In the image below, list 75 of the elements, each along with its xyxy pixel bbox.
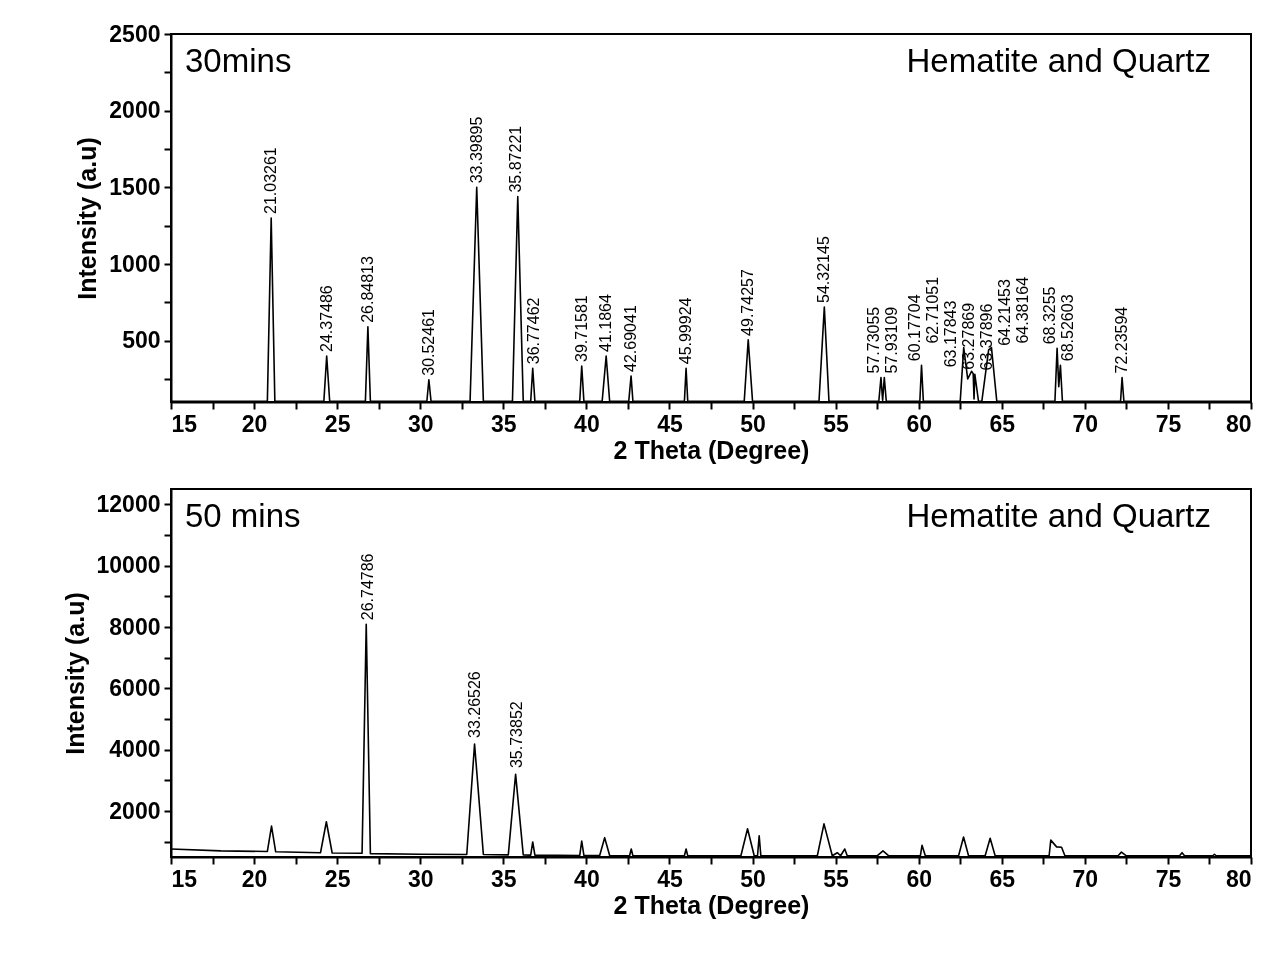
annotation: Hematite and Quartz [906,42,1211,79]
x-tick-label: 50 [740,410,766,437]
y-tick-label: 10000 [96,552,161,579]
x-tick-label: 75 [1155,865,1182,892]
x-tick-label: 40 [574,410,600,437]
x-tick-label: 45 [657,410,683,437]
x-tick-label: 65 [989,410,1016,437]
annotation: 35.87221 [507,125,525,193]
annotation: 50 mins [185,497,301,534]
annotation: 68.3255 [1040,286,1058,345]
annotation: 45.99924 [677,297,695,365]
y-tick-label: 6000 [109,674,161,701]
y-tick-label: 1500 [109,173,161,200]
annotation: 33.39895 [467,116,485,184]
annotation: 57.93109 [882,306,900,374]
y-tick-label: 1000 [109,250,161,277]
annotation: 41.1864 [597,294,615,352]
annotation: 60.17704 [906,294,924,362]
y-tick-label: 4000 [109,736,161,763]
annotation: 39.71581 [572,295,590,362]
x-tick-label: 50 [740,865,766,892]
x-axis-title: 2 Theta (Degree) [613,435,810,464]
annotation: 24.37486 [317,285,335,352]
x-tick-label: 60 [906,865,932,892]
x-tick-label: 60 [906,410,932,437]
y-axis-title: Intensity (a.u) [60,592,89,755]
x-tick-label: 40 [574,865,600,892]
x-tick-label: 35 [491,410,517,437]
annotation: 21.03261 [262,147,280,214]
x-tick-label: 25 [324,410,351,437]
annotation: 57.73055 [864,306,882,374]
x-tick-label: 70 [1072,865,1099,892]
x-tick-label: 45 [657,865,683,892]
x-tick-label: 65 [989,865,1016,892]
annotation: 26.74786 [359,553,377,621]
annotation: 64.38164 [1014,276,1032,344]
y-tick-label: 12000 [96,490,161,517]
annotation: 42.69041 [622,305,640,372]
annotation: 63.37896 [978,303,996,371]
annotation: 49.74257 [739,269,757,336]
x-tick-label: 55 [823,865,850,892]
annotation: 30mins [185,42,292,79]
x-tick-label: 30 [407,865,434,892]
annotation: 35.73852 [507,701,525,769]
annotation: 26.84813 [358,256,376,323]
y-axis-title: Intensity (a.u) [73,137,102,300]
y-tick-label: 2500 [109,20,161,47]
x-tick-label: 25 [324,865,351,892]
annotation: 36.77462 [525,297,543,365]
annotation: 62.71051 [924,276,942,344]
x-tick-label: 80 [1225,410,1252,437]
x-tick-label: 20 [241,865,268,892]
annotation: 64.21453 [996,279,1014,346]
x-tick-label: 70 [1072,410,1099,437]
x-tick-label: 20 [241,410,268,437]
x-tick-label: 35 [491,865,517,892]
annotation: Hematite and Quartz [906,497,1211,534]
annotation: 72.23594 [1113,306,1131,374]
annotation: 33.26526 [466,671,484,738]
y-tick-label: 500 [122,327,161,354]
y-tick-label: 8000 [109,613,161,640]
y-tick-label: 2000 [109,97,161,124]
annotation: 54.32145 [815,236,833,303]
annotation: 63.17843 [942,300,960,368]
annotation: 30.52461 [419,308,437,376]
x-tick-label: 80 [1225,865,1252,892]
x-tick-label: 75 [1155,410,1182,437]
x-axis-title: 2 Theta (Degree) [613,890,810,919]
annotation: 68.52603 [1058,294,1076,362]
x-tick-label: 55 [823,410,850,437]
x-tick-label: 15 [171,410,198,437]
x-tick-label: 15 [171,865,198,892]
x-tick-label: 30 [407,410,434,437]
annotation: 63.27869 [960,302,978,370]
y-tick-label: 2000 [109,797,161,824]
